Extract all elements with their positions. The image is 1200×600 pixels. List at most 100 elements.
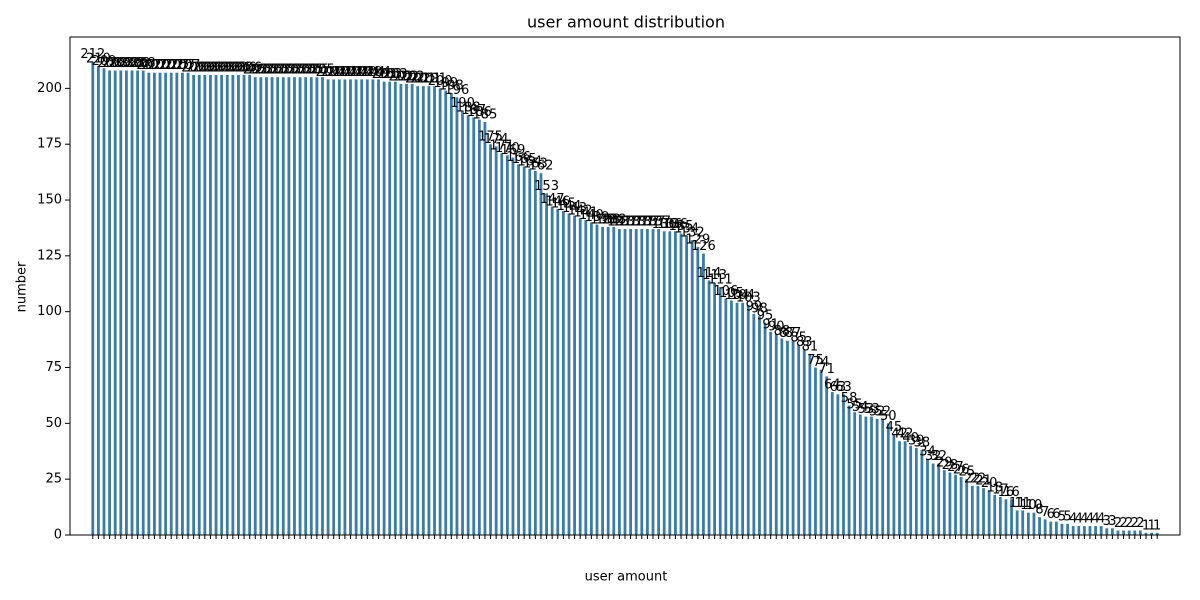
plot-frame [69, 36, 1181, 536]
bar [746, 304, 750, 535]
bar [119, 70, 123, 536]
y-tick-label: 200 [37, 81, 62, 96]
data-label: 90 [768, 320, 785, 335]
data-label: 204 [349, 65, 374, 80]
bar [1004, 499, 1008, 535]
bar [993, 494, 997, 535]
bar [259, 77, 263, 535]
data-label: 206 [220, 60, 245, 75]
data-label: 4 [1086, 512, 1094, 527]
data-label: 39 [908, 433, 925, 448]
data-label: 138 [590, 212, 615, 227]
bar [595, 224, 599, 535]
bar [758, 316, 761, 535]
data-label: 3 [1108, 514, 1116, 529]
bar [954, 474, 957, 535]
bar [640, 229, 644, 535]
bar [786, 340, 789, 535]
data-label: 199 [433, 76, 458, 91]
data-label: 64 [824, 378, 841, 393]
data-label: 106 [713, 284, 738, 299]
bar [791, 340, 795, 535]
data-label: 208 [114, 56, 139, 71]
bar [421, 86, 425, 536]
data-label: 206 [215, 60, 240, 75]
data-label: 87 [779, 326, 796, 341]
data-label: 202 [400, 69, 425, 84]
bar [561, 211, 565, 535]
bar [847, 405, 851, 535]
data-label: 204 [344, 65, 369, 80]
bar [696, 246, 700, 535]
bar [763, 322, 767, 535]
data-label: 53 [858, 402, 875, 417]
data-label: 206 [226, 60, 251, 75]
bar [489, 144, 492, 536]
data-label: 63 [835, 380, 852, 395]
bar [192, 74, 196, 536]
bar [1116, 530, 1120, 535]
bar [231, 74, 235, 536]
data-label: 140 [579, 208, 604, 223]
data-label: 204 [338, 65, 363, 80]
data-label: 205 [248, 63, 273, 78]
data-label: 27 [947, 460, 964, 475]
data-label: 147 [540, 192, 565, 207]
bar [1150, 532, 1153, 535]
data-label: 103 [736, 290, 761, 305]
bar [886, 423, 890, 535]
bar [354, 79, 358, 536]
data-label: 32 [930, 449, 947, 464]
bar [197, 74, 201, 536]
data-label: 8 [1035, 503, 1043, 518]
bar [136, 70, 140, 536]
data-label: 201 [417, 72, 442, 87]
bar [388, 81, 392, 536]
bar [1049, 521, 1053, 535]
y-axis-label: number [15, 261, 30, 312]
data-label: 104 [725, 288, 750, 303]
data-label: 137 [646, 215, 671, 230]
bar [1060, 523, 1064, 535]
data-label: 2 [1125, 516, 1133, 531]
bar [814, 367, 817, 535]
data-label: 134 [674, 221, 699, 236]
bar [998, 497, 1002, 535]
bar [718, 287, 722, 535]
data-label: 81 [802, 340, 819, 355]
y-tick-label: 0 [54, 528, 62, 543]
data-label: 198 [439, 78, 464, 93]
bar [108, 70, 112, 536]
data-label: 207 [142, 58, 167, 73]
bar [1010, 499, 1013, 535]
bar [690, 240, 694, 535]
data-label: 74 [813, 355, 830, 370]
data-label: 204 [321, 65, 346, 80]
data-label: 10 [1026, 498, 1043, 513]
bar [214, 74, 218, 536]
data-label: 201 [405, 72, 430, 87]
bar [203, 74, 207, 536]
bar [881, 418, 885, 535]
data-label: 206 [192, 60, 217, 75]
bar [522, 166, 526, 535]
data-label: 83 [796, 335, 813, 350]
bar [987, 490, 991, 535]
data-label: 55 [846, 398, 863, 413]
bar [315, 77, 319, 535]
bar [1099, 526, 1103, 535]
bar [617, 229, 621, 535]
bar [158, 72, 162, 535]
data-label: 137 [624, 215, 649, 230]
data-label: 185 [473, 107, 498, 122]
y-tick-label: 125 [37, 248, 62, 263]
data-label: 3 [1103, 514, 1111, 529]
data-label: 16 [998, 485, 1015, 500]
bar [455, 97, 459, 536]
bar [147, 72, 151, 535]
bar [242, 74, 246, 536]
data-label: 153 [534, 179, 559, 194]
bar [186, 72, 190, 535]
bar [914, 447, 918, 535]
data-label: 186 [467, 105, 492, 120]
